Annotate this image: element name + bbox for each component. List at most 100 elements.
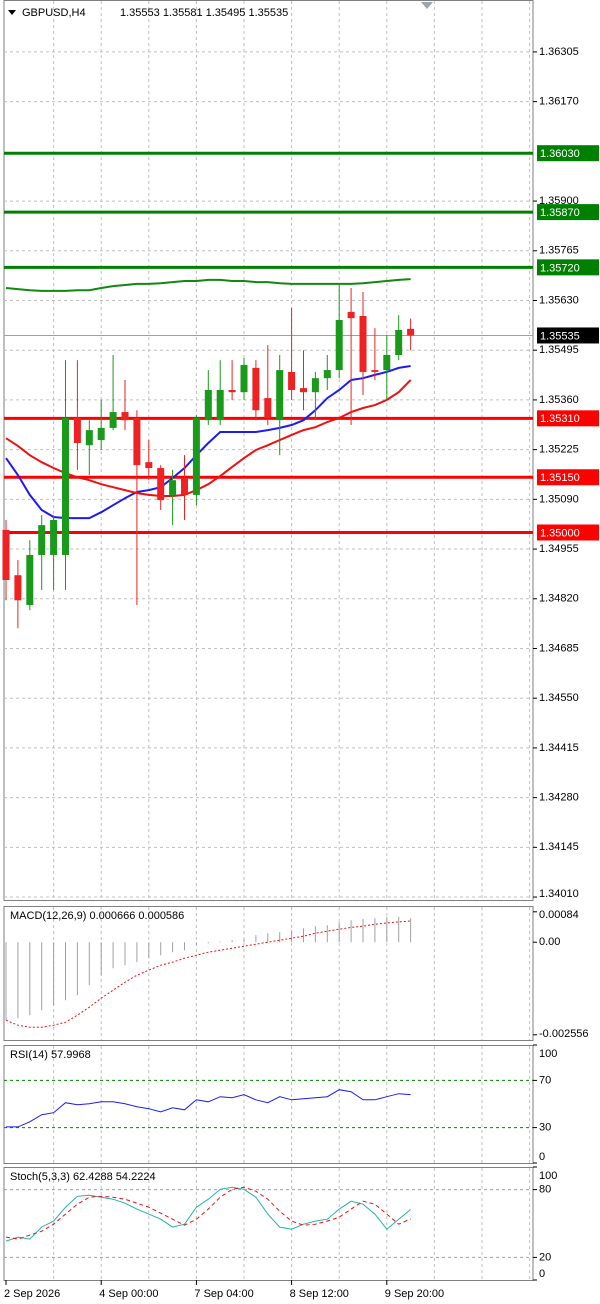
y-tick-label: -0.002556 bbox=[539, 1028, 589, 1040]
level-label-box bbox=[537, 259, 599, 276]
candle-body bbox=[359, 315, 367, 372]
level-label-box bbox=[537, 204, 599, 221]
candle-body bbox=[133, 417, 141, 466]
candle-body bbox=[300, 388, 307, 393]
candle-body bbox=[252, 367, 260, 411]
y-tick-label: 1.35765 bbox=[539, 245, 579, 257]
candle-body bbox=[371, 370, 379, 372]
level-label: 1.35870 bbox=[540, 207, 580, 219]
macd-signal bbox=[5, 920, 411, 1028]
level-label: 1.35310 bbox=[540, 413, 580, 425]
candle-body bbox=[407, 328, 415, 336]
candle-body bbox=[204, 389, 212, 421]
candle-body bbox=[347, 311, 355, 319]
indicator-line bbox=[6, 1089, 411, 1128]
candle-body bbox=[50, 519, 58, 555]
candle-body bbox=[169, 480, 177, 495]
candle-body bbox=[228, 389, 236, 393]
moving-average bbox=[5, 278, 411, 292]
candle-body bbox=[2, 529, 10, 580]
panel-frame bbox=[3, 906, 534, 1041]
y-tick-label: 0.00084 bbox=[539, 909, 579, 921]
candle-body bbox=[73, 417, 81, 444]
candle-body bbox=[240, 364, 248, 393]
x-tick-label: 4 Sep 00:00 bbox=[99, 1288, 158, 1300]
candle-body bbox=[311, 378, 319, 393]
y-tick-label: 1.34685 bbox=[539, 642, 579, 654]
level-label: 1.35720 bbox=[540, 262, 580, 274]
y-tick-label: 1.35900 bbox=[539, 195, 579, 207]
candle-body bbox=[288, 371, 296, 390]
candle-body bbox=[26, 554, 34, 606]
y-tick-label: 0.00 bbox=[539, 936, 560, 948]
indicator-line bbox=[5, 1186, 411, 1242]
y-tick-label: 0 bbox=[539, 1151, 545, 1163]
candle-body bbox=[264, 398, 272, 418]
candle-body bbox=[181, 477, 188, 495]
level-label: 1.35000 bbox=[540, 527, 580, 539]
candle-body bbox=[192, 417, 200, 495]
candle-body bbox=[145, 462, 153, 469]
y-tick-label: 1.34415 bbox=[539, 742, 579, 754]
candle-body bbox=[157, 468, 165, 501]
y-tick-label: 1.35495 bbox=[539, 344, 579, 356]
panel-frame bbox=[3, 1167, 534, 1281]
y-tick-label: 1.35225 bbox=[539, 444, 579, 456]
y-tick-label: 1.34010 bbox=[539, 888, 579, 900]
candle-body bbox=[335, 320, 343, 371]
indicator-title: Stoch(5,3,3) 62.4288 54.2224 bbox=[10, 1171, 156, 1183]
y-tick-label: 1.34145 bbox=[539, 841, 579, 853]
y-tick-label: 0 bbox=[539, 1268, 545, 1280]
y-tick-label: 1.34955 bbox=[539, 543, 579, 555]
panel-frame bbox=[3, 0, 534, 901]
x-tick-label: 7 Sep 04:00 bbox=[194, 1288, 253, 1300]
level-label-box bbox=[537, 524, 599, 541]
y-tick-label: 30 bbox=[539, 1122, 551, 1134]
panel-frame bbox=[3, 1045, 534, 1164]
last-price-label: 1.35535 bbox=[540, 330, 580, 342]
y-tick-label: 1.35090 bbox=[539, 493, 579, 505]
y-tick-label: 1.34280 bbox=[539, 792, 579, 804]
y-tick-label: 100 bbox=[539, 1170, 557, 1182]
moving-average bbox=[5, 379, 412, 497]
candle-body bbox=[276, 370, 284, 421]
x-tick-label: 8 Sep 12:00 bbox=[290, 1288, 349, 1300]
candle-body bbox=[395, 329, 403, 355]
x-tick-label: 9 Sep 20:00 bbox=[385, 1288, 444, 1300]
chart-title: GBPUSD,H4 bbox=[22, 7, 86, 19]
candle-body bbox=[62, 417, 69, 555]
x-tick-label: 2 Sep 2026 bbox=[4, 1288, 60, 1300]
y-tick-label: 1.35630 bbox=[539, 294, 579, 306]
indicator-title: MACD(12,26,9) 0.000666 0.000586 bbox=[10, 910, 184, 922]
level-label-box bbox=[537, 410, 599, 427]
y-tick-label: 20 bbox=[539, 1251, 551, 1263]
y-tick-label: 1.35360 bbox=[539, 394, 579, 406]
symbol-menu-arrow[interactable] bbox=[8, 10, 16, 15]
indicator-line bbox=[5, 1186, 411, 1240]
y-tick-label: 1.36170 bbox=[539, 96, 579, 108]
level-label-box bbox=[537, 145, 599, 162]
y-tick-label: 1.36305 bbox=[539, 46, 579, 58]
candle-body bbox=[216, 389, 224, 421]
level-label: 1.35150 bbox=[540, 472, 580, 484]
indicator-title: RSI(14) 57.9968 bbox=[10, 1049, 91, 1061]
moving-average bbox=[5, 365, 411, 520]
y-tick-label: 1.34550 bbox=[539, 692, 579, 704]
candle-body bbox=[97, 427, 105, 441]
last-price-box bbox=[537, 327, 599, 344]
candle-body bbox=[383, 354, 391, 371]
chart-shift-marker bbox=[421, 2, 433, 9]
candle-body bbox=[85, 430, 93, 446]
candle-body bbox=[14, 575, 22, 601]
level-label-box bbox=[537, 469, 599, 486]
ohlc-text: 1.35553 1.35581 1.35495 1.35535 bbox=[120, 7, 288, 19]
y-tick-label: 100 bbox=[539, 1048, 557, 1060]
y-tick-label: 70 bbox=[539, 1074, 551, 1086]
candle-body bbox=[323, 370, 331, 379]
y-tick-label: 1.34820 bbox=[539, 593, 579, 605]
y-tick-label: 80 bbox=[539, 1184, 551, 1196]
candle-body bbox=[109, 412, 117, 428]
level-label: 1.36030 bbox=[540, 148, 580, 160]
